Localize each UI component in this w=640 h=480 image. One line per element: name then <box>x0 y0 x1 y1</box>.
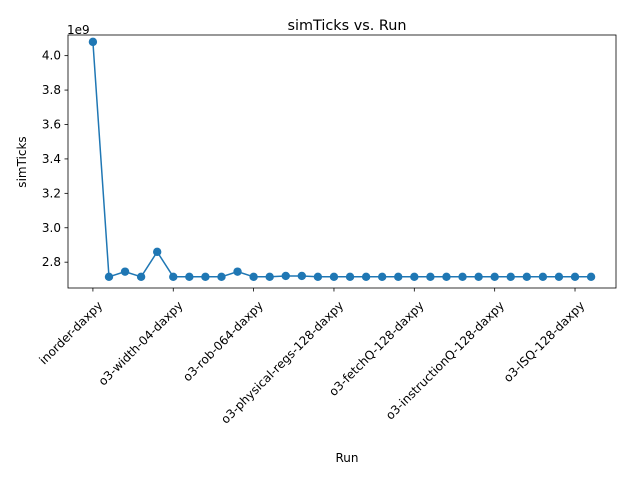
data-point <box>442 272 451 282</box>
data-point <box>394 272 403 282</box>
data-point <box>233 267 242 276</box>
data-point <box>586 272 596 282</box>
y-tick-label: 2.8 <box>42 255 61 269</box>
data-point <box>152 247 162 257</box>
data-point <box>410 272 419 282</box>
data-point <box>120 267 130 276</box>
data-point <box>169 272 178 282</box>
y-tick-label: 3.6 <box>42 117 61 131</box>
data-point <box>554 272 564 282</box>
data-point <box>377 272 387 282</box>
data-point <box>88 37 98 47</box>
axes-frame <box>67 34 617 289</box>
y-tick-label: 3.8 <box>42 83 61 97</box>
y-tick-label: 3.2 <box>42 186 61 200</box>
data-point <box>136 272 146 282</box>
y-tick-label: 3.0 <box>42 221 61 235</box>
data-point <box>570 272 580 282</box>
data-point <box>249 272 258 282</box>
y-offset-text: 1e9 <box>67 23 90 37</box>
data-point <box>201 272 210 282</box>
y-tick-label: 3.4 <box>42 152 61 166</box>
data-point <box>329 272 339 282</box>
data-point <box>313 272 323 282</box>
chart-title: simTicks vs. Run <box>288 18 407 34</box>
data-point <box>297 271 307 281</box>
data-point <box>281 271 290 281</box>
data-point <box>522 272 532 282</box>
data-point <box>506 272 515 282</box>
data-point <box>426 272 435 282</box>
x-axis-title: Run <box>335 451 358 465</box>
y-axis-title: simTicks <box>15 136 29 187</box>
data-point <box>490 272 499 282</box>
data-point <box>345 272 355 282</box>
data-point <box>217 272 226 282</box>
data-point <box>185 272 194 282</box>
data-point <box>361 272 371 282</box>
data-point <box>104 272 114 282</box>
data-point <box>474 272 483 282</box>
data-point <box>538 272 548 282</box>
y-tick-label: 4.0 <box>42 49 61 63</box>
data-point <box>458 272 467 282</box>
data-point <box>265 272 274 282</box>
